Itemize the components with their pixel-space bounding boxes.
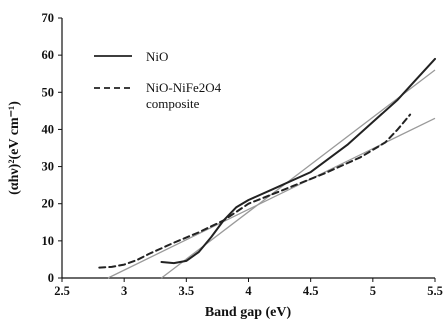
ticks: 2.5 3 3.5 4 4.5 5 5.5 0 10 20 30 40 50 60 70 (42, 11, 443, 298)
y-tick-label: 70 (42, 11, 55, 25)
y-tick-label: 30 (42, 160, 55, 174)
x-tick-label: 5.5 (427, 284, 443, 298)
series-line-nio (160, 57, 436, 265)
y-tick-label: 40 (42, 122, 55, 136)
fit-line-2 (107, 117, 436, 279)
x-tick-label: 5 (370, 284, 376, 298)
x-tick-label: 4 (245, 284, 252, 298)
y-tick-label: 60 (42, 48, 55, 62)
x-axis-title: Band gap (eV) (205, 305, 292, 320)
y-tick-label: 50 (42, 85, 55, 99)
y-axis-title: (αhν)²(eV cm⁻¹) (7, 101, 22, 195)
legend-label-nio: NiO (146, 49, 168, 64)
x-tick-label: 3 (121, 284, 127, 298)
y-tick-label: 0 (48, 271, 54, 285)
x-tick-label: 3.5 (179, 284, 195, 298)
legend: NiO NiO-NiFe2O4 composite (94, 49, 222, 111)
x-tick-label: 4.5 (303, 284, 319, 298)
y-tick-label: 20 (42, 197, 55, 211)
y-tick-label: 10 (42, 234, 55, 248)
legend-label-composite: NiO-NiFe2O4 (146, 80, 222, 95)
series-line-composite (98, 113, 412, 269)
data-series (98, 57, 436, 269)
legend-label-composite-line2: composite (146, 96, 200, 111)
plot-area (61, 18, 435, 279)
x-tick-label: 2.5 (54, 284, 70, 298)
